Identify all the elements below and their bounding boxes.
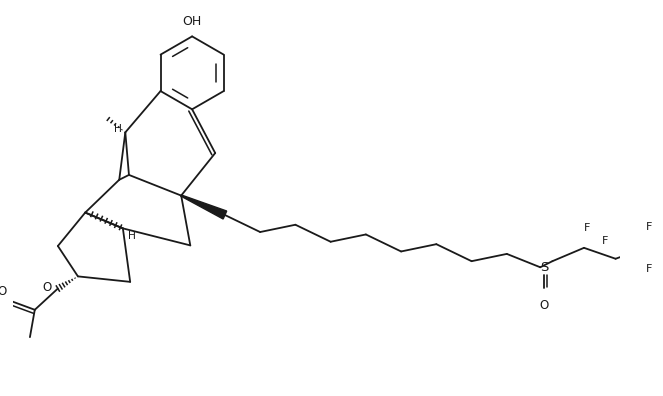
Text: F: F <box>646 264 652 274</box>
Text: F: F <box>602 236 609 246</box>
Text: F: F <box>584 223 590 232</box>
Text: H: H <box>114 124 122 134</box>
Polygon shape <box>181 195 227 219</box>
Text: OH: OH <box>182 15 202 28</box>
Text: S: S <box>540 261 548 274</box>
Text: F: F <box>646 222 652 232</box>
Text: O: O <box>539 299 548 312</box>
Text: H: H <box>128 231 136 242</box>
Text: O: O <box>0 285 7 298</box>
Text: O: O <box>42 282 52 294</box>
